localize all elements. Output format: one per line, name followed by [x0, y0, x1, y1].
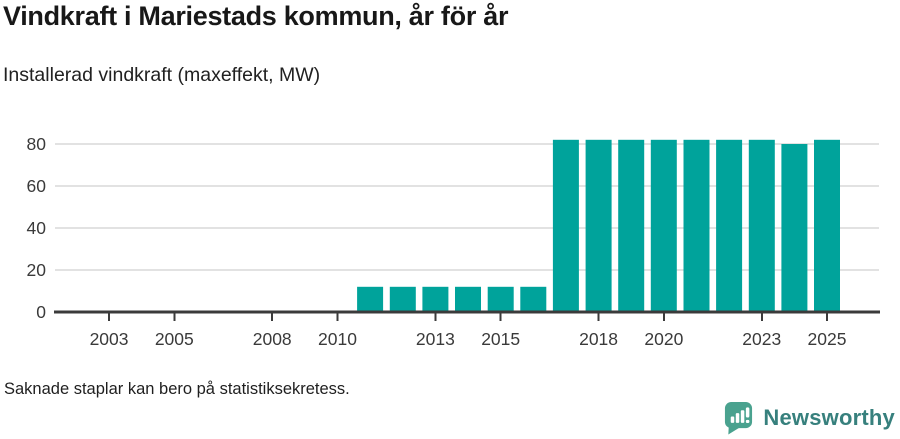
newsworthy-logo-text: Newsworthy	[763, 404, 895, 430]
svg-text:2013: 2013	[416, 329, 455, 349]
svg-text:2023: 2023	[742, 329, 781, 349]
newsworthy-logo-icon	[725, 402, 753, 435]
svg-text:2010: 2010	[318, 329, 357, 349]
svg-text:20: 20	[27, 260, 47, 280]
svg-text:2015: 2015	[481, 329, 520, 349]
svg-text:60: 60	[27, 176, 47, 196]
svg-text:40: 40	[27, 218, 47, 238]
svg-text:2008: 2008	[253, 329, 292, 349]
footnote: Saknade staplar kan bero på statistiksek…	[4, 380, 350, 398]
svg-text:2005: 2005	[155, 329, 194, 349]
newsworthy-logo: Newsworthy	[723, 400, 895, 435]
chart-title: Vindkraft i Mariestads kommun, år för år	[3, 1, 509, 31]
svg-text:2025: 2025	[808, 329, 847, 349]
svg-text:80: 80	[27, 134, 47, 154]
svg-text:0: 0	[36, 302, 46, 322]
svg-text:2018: 2018	[579, 329, 618, 349]
svg-text:2003: 2003	[90, 329, 129, 349]
chart-subtitle: Installerad vindkraft (maxeffekt, MW)	[3, 64, 321, 86]
svg-text:2020: 2020	[644, 329, 683, 349]
